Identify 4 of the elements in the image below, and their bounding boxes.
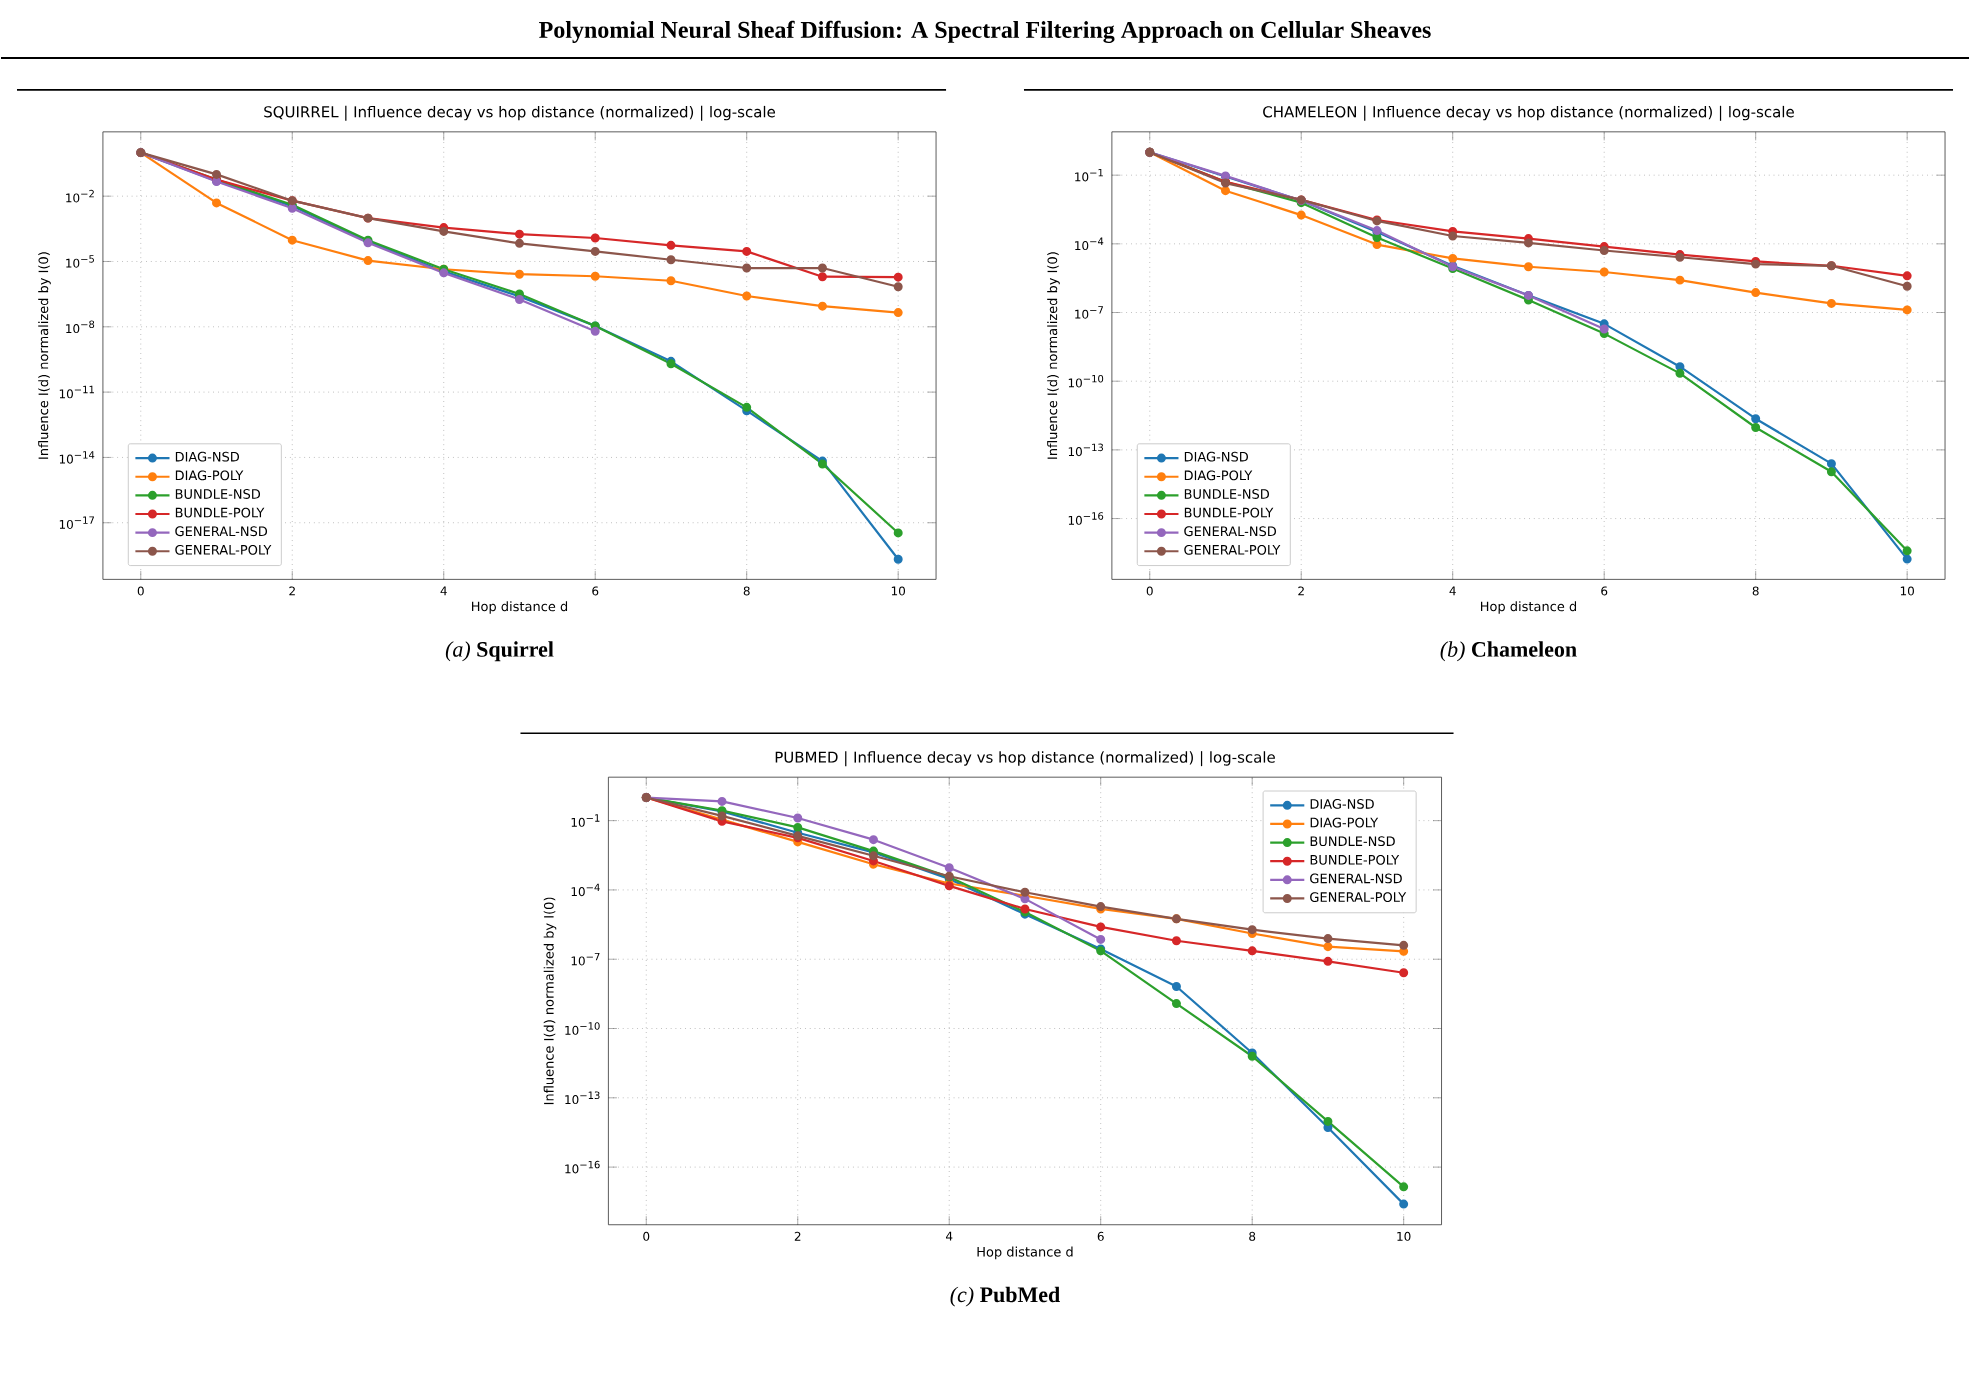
text: (a) Squirrel (445, 641, 554, 661)
text: (b) Chameleon (1440, 641, 1577, 661)
text: Polynomial Neural Sheaf Diffusion: A Spectral Filtering Approach on Cellular Sheaves (539, 20, 1431, 43)
text: (c) PubMed (950, 1286, 1060, 1307)
